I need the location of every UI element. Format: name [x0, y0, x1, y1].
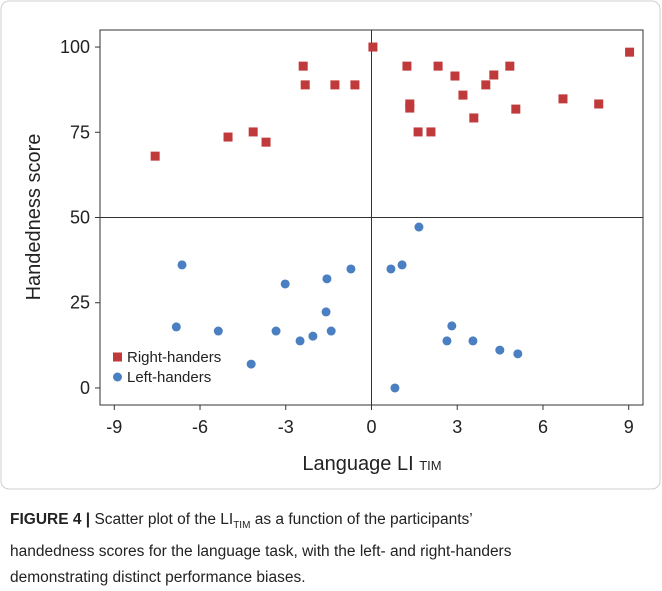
legend-marker [113, 352, 122, 362]
point [405, 103, 415, 113]
point [489, 70, 499, 80]
point [322, 274, 332, 284]
point [171, 322, 181, 332]
point [248, 127, 258, 137]
x-tick-label: -9 [106, 417, 122, 437]
point [558, 94, 568, 104]
point [513, 349, 523, 359]
point [246, 359, 256, 369]
point [402, 61, 412, 71]
point [390, 383, 400, 393]
point [300, 80, 310, 90]
point [308, 331, 318, 341]
point [426, 127, 436, 137]
y-tick-label: 75 [70, 122, 90, 142]
x-axis-label-sub: TIM [419, 458, 441, 473]
point [447, 321, 457, 331]
y-tick-label: 0 [80, 378, 90, 398]
point [397, 260, 407, 270]
point [469, 113, 479, 123]
x-tick-label: 6 [538, 417, 548, 437]
point [330, 80, 340, 90]
point [458, 90, 468, 100]
y-axis-label: Handedness score [23, 134, 45, 301]
legend-marker [113, 372, 122, 382]
point [450, 71, 460, 81]
caption-label: FIGURE 4 | [10, 511, 91, 528]
caption-text: Scatter plot of the LI [94, 511, 234, 528]
caption-text: handedness scores for the language task,… [10, 543, 512, 561]
caption-text: demonstrating distinct performance biase… [10, 569, 306, 587]
point [481, 80, 491, 90]
x-tick-label: -3 [278, 417, 294, 437]
point [442, 336, 452, 346]
point [625, 47, 635, 57]
x-tick-label: 3 [452, 417, 462, 437]
point [350, 80, 360, 90]
point [594, 99, 604, 109]
point [495, 345, 505, 355]
point [177, 260, 187, 270]
point [271, 326, 281, 336]
point [261, 137, 271, 147]
x-axis-label-main: Language LI [302, 453, 413, 475]
y-tick-label: 50 [70, 208, 90, 228]
figure-frame [0, 0, 661, 490]
point [511, 104, 521, 114]
x-tick-label: -6 [192, 417, 208, 437]
point [295, 336, 305, 346]
caption-sub: TIM [233, 520, 251, 532]
point [414, 222, 424, 232]
point [326, 326, 336, 336]
point [298, 61, 308, 71]
y-tick-label: 100 [60, 37, 90, 57]
point [213, 326, 223, 336]
point [433, 61, 443, 71]
legend-label: Right-handers [127, 349, 221, 366]
point [386, 264, 396, 274]
point [468, 336, 478, 346]
x-axis-label: Language LI TIM [302, 453, 441, 475]
point [223, 132, 233, 142]
legend-label: Left-handers [127, 369, 211, 386]
point [150, 151, 160, 161]
caption-text: as a function of the participants’ [254, 511, 473, 528]
caption: FIGURE 4 | Scatter plot of the LITIM as … [10, 507, 660, 591]
point [321, 307, 331, 317]
point [368, 42, 378, 52]
x-tick-label: 0 [366, 417, 376, 437]
y-tick-label: 25 [70, 293, 90, 313]
point [413, 127, 423, 137]
point [280, 279, 290, 289]
point [346, 264, 356, 274]
point [505, 61, 515, 71]
x-tick-label: 9 [624, 417, 634, 437]
